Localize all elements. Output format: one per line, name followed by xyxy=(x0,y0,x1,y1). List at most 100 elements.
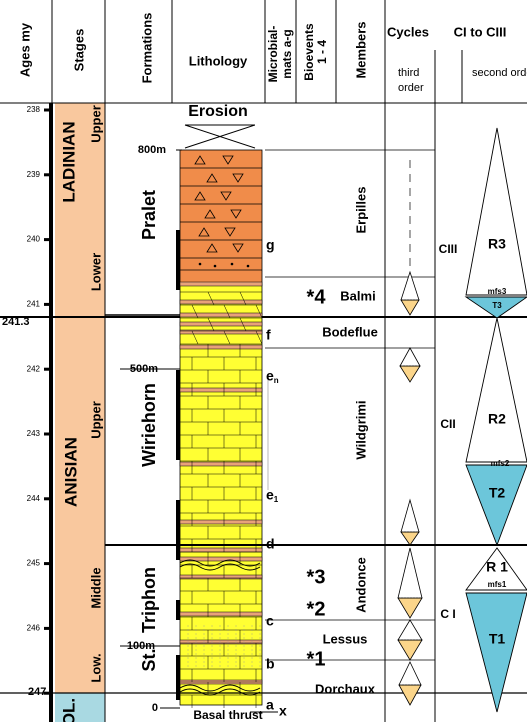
page: Ages my Stages Formations Lithology Microbia… xyxy=(0,0,527,722)
microbial-bar xyxy=(176,500,180,560)
marl-bed xyxy=(180,520,262,524)
lithology-label: Erosion xyxy=(188,103,248,120)
cycle-label: CIII xyxy=(439,242,458,256)
microbial-bar xyxy=(176,600,180,620)
microbial-label: d xyxy=(266,536,275,552)
age-label: 243 xyxy=(27,429,41,438)
age-tick xyxy=(44,627,53,630)
age-label: 244 xyxy=(27,494,41,503)
orange-unit xyxy=(180,150,262,285)
marl-bed xyxy=(180,548,262,552)
marl-bed xyxy=(180,462,262,466)
header-label: Stages xyxy=(71,29,86,72)
formation-label: Wiriehorn xyxy=(139,383,159,467)
header-label: Members xyxy=(353,21,368,78)
age-label: 246 xyxy=(27,624,41,633)
marl-bed xyxy=(180,388,262,392)
cycle-label: CII xyxy=(440,417,455,431)
header-label: Bioevents xyxy=(302,23,316,81)
header-label: mats a-g xyxy=(280,29,294,78)
member-label: Dorchaux xyxy=(315,681,376,696)
marl-bed xyxy=(180,282,262,286)
subscript: 1 xyxy=(274,495,279,504)
subscript: n xyxy=(274,376,279,385)
formation-label: Pralet xyxy=(139,190,159,240)
marl-bed xyxy=(180,640,262,644)
microbial-bar xyxy=(176,230,180,290)
age-label: 238 xyxy=(27,105,41,114)
age-tick xyxy=(44,497,53,500)
age-label: 242 xyxy=(27,364,41,373)
header-label: Formations xyxy=(139,13,154,84)
substage-label: Upper xyxy=(88,401,103,439)
formation-label: Triphon xyxy=(139,567,159,633)
lithology-column xyxy=(176,125,268,708)
header-label: second order xyxy=(472,67,527,79)
second-order-label: R2 xyxy=(488,411,506,427)
second-order-label: T3 xyxy=(492,301,502,310)
second-order-label: R 1 xyxy=(486,559,508,575)
thickness-label: 800m xyxy=(138,144,166,156)
microbial-bar xyxy=(176,370,180,460)
header-label: third xyxy=(398,67,419,79)
header-label: CI to CIII xyxy=(454,24,507,39)
age-tick xyxy=(44,109,53,112)
microbial-label: c xyxy=(266,613,274,629)
member-label: Bodeflue xyxy=(322,324,378,339)
marl-bed xyxy=(180,300,262,304)
stratigraphic-figure: Ages my Stages Formations Lithology Microbia… xyxy=(0,0,527,722)
dot xyxy=(199,263,202,266)
microbial-label: x xyxy=(279,703,287,719)
substage-label: Low. xyxy=(88,653,103,682)
header-label: 1 - 4 xyxy=(315,40,329,64)
thickness-label: 500m xyxy=(130,363,158,375)
age-tick xyxy=(44,173,53,176)
bioevent-label: *3 xyxy=(307,566,326,588)
second-order-label: mfs1 xyxy=(488,580,507,589)
microbial-label: g xyxy=(266,237,275,253)
age-tick xyxy=(44,562,53,565)
member-label: Erpilles xyxy=(353,187,368,234)
marl-bed xyxy=(180,612,262,616)
substage-label: Middle xyxy=(88,567,103,608)
member-label: Wildgrimi xyxy=(353,400,368,459)
stage-label: ANISIAN xyxy=(61,437,80,507)
dot xyxy=(247,265,250,268)
age-tick xyxy=(44,368,53,371)
microbial-label: f xyxy=(266,327,271,343)
marl-bed xyxy=(180,345,262,349)
thickness-label: 100m xyxy=(127,640,155,652)
second-order-label: mfs2 xyxy=(491,459,510,468)
marl-bed xyxy=(180,575,262,579)
age-label: 245 xyxy=(27,559,41,568)
member-label: Lessus xyxy=(323,631,368,646)
member-label: Andonce xyxy=(353,557,368,613)
marl-bed xyxy=(180,313,262,317)
header-label: Ages my xyxy=(17,22,32,77)
header-label: Cycles xyxy=(387,24,429,39)
dot xyxy=(231,263,234,266)
bioevent-label: *4 xyxy=(307,286,327,308)
formation-label: St. xyxy=(139,648,159,671)
substage-label: Upper xyxy=(88,105,103,143)
age-label: 239 xyxy=(27,170,41,179)
age-tick xyxy=(44,303,53,306)
age-label: 247 xyxy=(28,686,46,698)
lithology-label: Basal thrust xyxy=(193,708,262,722)
microbial-label: b xyxy=(266,656,275,672)
bioevent-label: *2 xyxy=(307,598,326,620)
cycle-label: C I xyxy=(440,607,455,621)
second-order-label: mfs3 xyxy=(488,287,507,296)
thickness-label: 0 xyxy=(152,702,158,714)
age-label: 241.3 xyxy=(2,316,30,328)
age-tick xyxy=(44,433,53,436)
stage-label: OL. xyxy=(59,698,78,722)
second-order-label: T2 xyxy=(489,485,506,501)
bioevent-label: *1 xyxy=(307,648,326,670)
header-label: Microbial- xyxy=(266,26,280,83)
header-label: Lithology xyxy=(189,53,248,68)
dot xyxy=(214,265,217,268)
second-order-label: T1 xyxy=(489,631,506,647)
substage-label: Lower xyxy=(88,253,103,291)
age-label: 240 xyxy=(27,235,41,244)
